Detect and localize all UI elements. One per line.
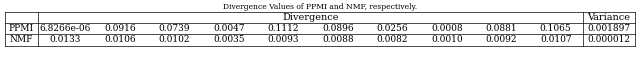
- Text: 0.0881: 0.0881: [485, 24, 517, 33]
- Text: PPMI: PPMI: [9, 24, 34, 33]
- Text: 0.0256: 0.0256: [376, 24, 408, 33]
- Text: Variance: Variance: [588, 13, 630, 22]
- Text: 0.0092: 0.0092: [486, 35, 517, 45]
- Text: 0.0133: 0.0133: [49, 35, 81, 45]
- Text: 0.0008: 0.0008: [431, 24, 463, 33]
- Text: 0.0010: 0.0010: [431, 35, 463, 45]
- Text: 0.0896: 0.0896: [322, 24, 353, 33]
- Text: NMF: NMF: [10, 35, 33, 45]
- Text: 0.0035: 0.0035: [213, 35, 244, 45]
- Text: 0.0916: 0.0916: [104, 24, 136, 33]
- Text: 0.0088: 0.0088: [322, 35, 353, 45]
- Text: 0.0106: 0.0106: [104, 35, 136, 45]
- Text: 0.001897: 0.001897: [588, 24, 630, 33]
- Text: 0.000012: 0.000012: [588, 35, 630, 45]
- Text: 0.0047: 0.0047: [213, 24, 244, 33]
- Text: 6.8266e-06: 6.8266e-06: [40, 24, 91, 33]
- Text: 0.0082: 0.0082: [376, 35, 408, 45]
- Text: 0.0102: 0.0102: [159, 35, 190, 45]
- Text: 0.0093: 0.0093: [268, 35, 299, 45]
- Text: Divergence: Divergence: [282, 13, 339, 22]
- Text: 0.0107: 0.0107: [540, 35, 572, 45]
- Text: 0.0739: 0.0739: [159, 24, 190, 33]
- Text: 0.1065: 0.1065: [540, 24, 572, 33]
- Text: 0.1112: 0.1112: [268, 24, 299, 33]
- Text: Divergence Values of PPMI and NMF, respectively.: Divergence Values of PPMI and NMF, respe…: [223, 3, 417, 11]
